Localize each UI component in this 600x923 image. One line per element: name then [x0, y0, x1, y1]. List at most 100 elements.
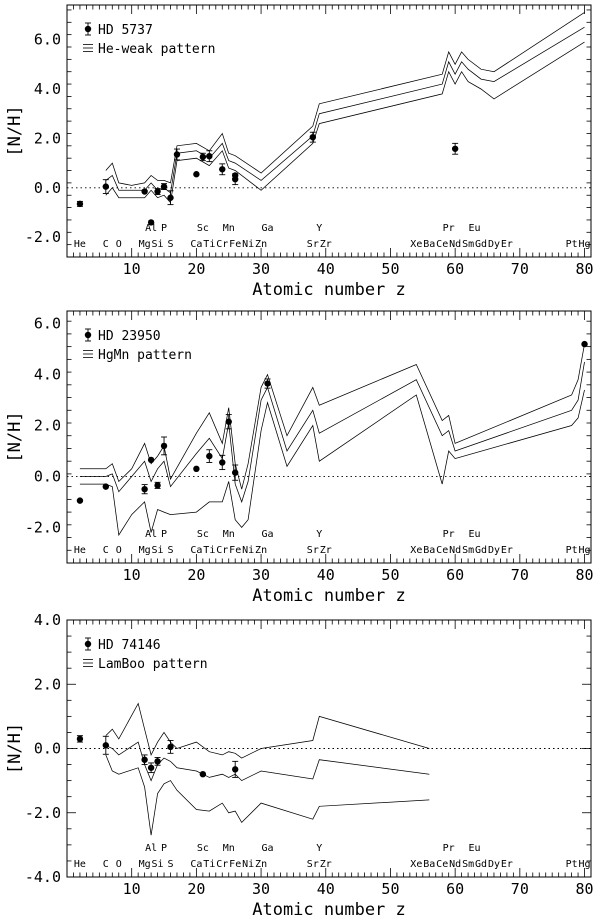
element-label: Gd	[475, 545, 487, 556]
element-label: Ca	[190, 239, 202, 250]
y-tick-label: -2.0	[25, 518, 61, 536]
element-label: Gd	[475, 859, 487, 870]
element-label: Sc	[197, 223, 209, 234]
data-point	[309, 133, 317, 141]
element-label: P	[161, 843, 167, 854]
element-label: Fe	[229, 859, 241, 870]
element-label: Si	[152, 239, 164, 250]
data-point	[219, 166, 226, 173]
x-tick-label: 80	[575, 566, 593, 584]
element-label: Pr	[443, 843, 455, 854]
plot-frame	[66, 4, 592, 258]
data-point	[193, 171, 200, 178]
element-label: Pr	[443, 529, 455, 540]
pattern-line-upper	[79, 344, 585, 490]
element-label: Mn	[223, 843, 235, 854]
element-label: Y	[316, 223, 322, 234]
data-point	[167, 194, 174, 201]
element-label: Ga	[262, 223, 274, 234]
x-axis-title: Atomic number z	[252, 900, 406, 918]
x-tick-label: 10	[123, 566, 141, 584]
data-point	[173, 151, 181, 158]
pattern-line-middle	[105, 741, 430, 782]
element-label: Zr	[320, 239, 332, 250]
element-label: Pr	[443, 223, 455, 234]
data-point	[264, 380, 271, 387]
element-label: O	[116, 239, 122, 250]
element-label: Zn	[255, 545, 267, 556]
element-label: Sr	[307, 239, 319, 250]
element-label: Pt	[566, 545, 578, 556]
data-point	[102, 742, 110, 749]
y-tick-label: -4.0	[25, 868, 61, 886]
data-point	[160, 183, 168, 190]
data-point	[581, 340, 588, 348]
element-label: Sr	[307, 859, 319, 870]
element-label: Y	[316, 843, 322, 854]
element-label: C	[103, 859, 109, 870]
element-label: Xe	[410, 239, 422, 250]
element-label: Sm	[462, 239, 474, 250]
data-point	[160, 442, 168, 450]
element-label: Ba	[423, 545, 435, 556]
element-label: Cr	[216, 239, 228, 250]
x-tick-label: 50	[381, 880, 399, 898]
element-label: He	[74, 545, 86, 556]
element-label: Sr	[307, 545, 319, 556]
legend-star-name: HD 74146	[98, 638, 161, 653]
data-point	[76, 497, 84, 504]
data-point	[219, 459, 226, 466]
x-tick-label: 50	[381, 566, 399, 584]
element-label: C	[103, 545, 109, 556]
data-point	[102, 483, 110, 490]
data-point	[141, 756, 148, 763]
element-label: Er	[501, 239, 513, 250]
element-label: O	[116, 859, 122, 870]
chart-panel-2: 10 20 30 40 50 60 70 80 -2.0 0.0 2.0 4.0 6.0 Atomic n…	[5, 310, 594, 606]
x-tick-label: 20	[187, 880, 205, 898]
x-tick-label: 60	[446, 566, 464, 584]
y-tick-label: 6.0	[34, 31, 61, 49]
element-label: Al	[145, 843, 157, 854]
pattern-line-lower	[105, 754, 430, 836]
y-tick-label: -2.0	[25, 228, 61, 246]
element-label: Ni	[242, 859, 254, 870]
element-label: Si	[152, 859, 164, 870]
y-tick-label: 6.0	[34, 315, 61, 333]
x-tick-label: 80	[575, 880, 593, 898]
y-axis-title: [N/H]	[5, 105, 25, 156]
element-label: Ni	[242, 545, 254, 556]
x-tick-label: 40	[317, 260, 335, 278]
element-label: He	[74, 859, 86, 870]
x-tick-label: 50	[381, 260, 399, 278]
y-tick-label: 4.0	[34, 80, 61, 98]
element-label: Nd	[449, 859, 461, 870]
legend-point-marker	[84, 331, 92, 339]
y-tick-label: 4.0	[34, 366, 61, 384]
x-tick-label: 20	[187, 566, 205, 584]
y-tick-label: 2.0	[34, 417, 61, 435]
element-label: Mn	[223, 529, 235, 540]
legend-pattern-name: HgMn pattern	[98, 348, 192, 363]
element-label: Ce	[436, 239, 448, 250]
x-tick-label: 30	[252, 880, 270, 898]
data-point	[199, 771, 207, 778]
legend-pattern-name: LamBoo pattern	[98, 657, 208, 672]
x-tick-label: 20	[187, 260, 205, 278]
element-label: Ga	[262, 529, 274, 540]
element-label: Ti	[203, 239, 215, 250]
element-label: P	[161, 223, 167, 234]
element-label: Dy	[488, 545, 500, 556]
element-label: Er	[501, 545, 513, 556]
x-axis-title: Atomic number z	[252, 586, 406, 606]
element-label: Sc	[197, 529, 209, 540]
y-tick-label: -2.0	[25, 804, 61, 822]
x-tick-label: 40	[317, 566, 335, 584]
x-tick-label: 70	[511, 880, 529, 898]
element-label: Ga	[262, 843, 274, 854]
x-tick-label: 60	[446, 880, 464, 898]
data-point	[147, 219, 155, 226]
element-label: Ce	[436, 859, 448, 870]
element-label: Ca	[190, 545, 202, 556]
